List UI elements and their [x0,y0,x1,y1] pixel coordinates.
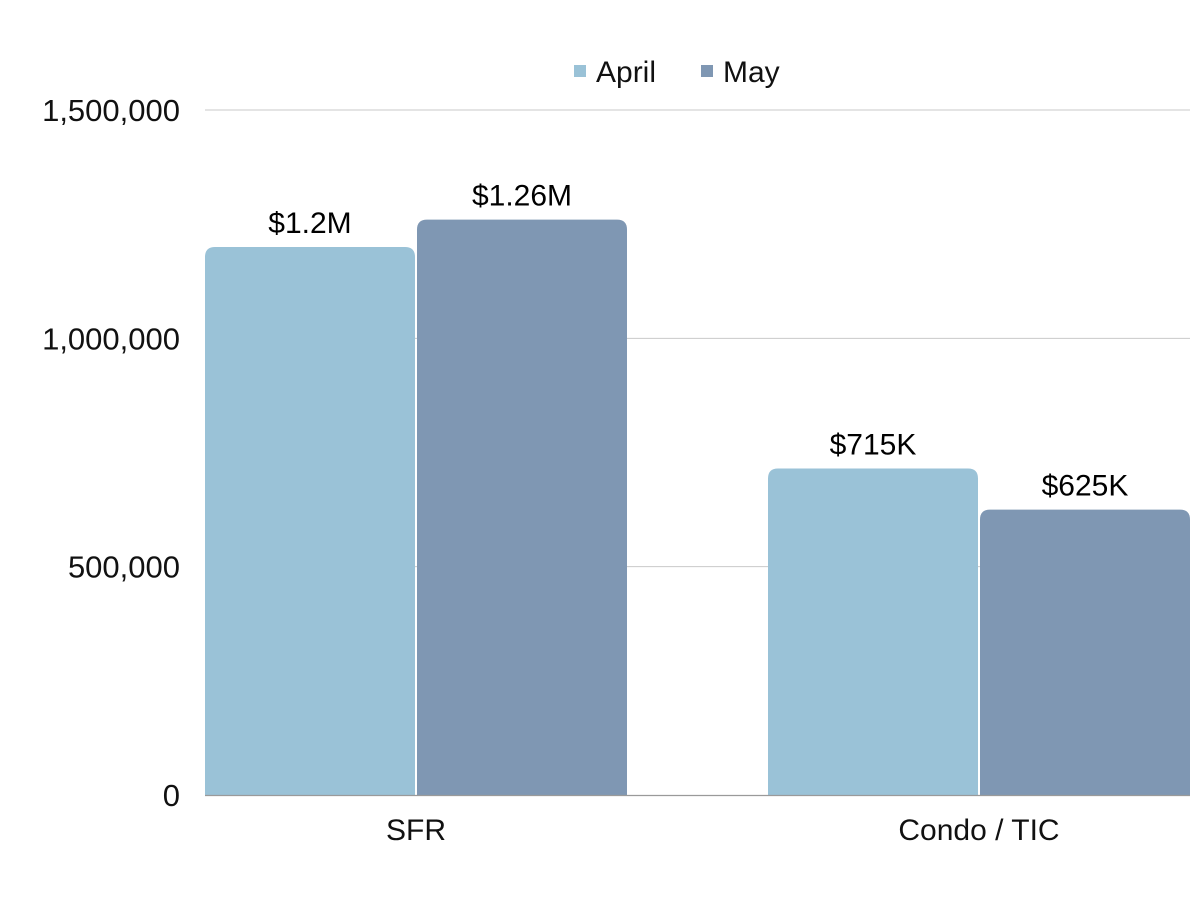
bar-may-0 [417,219,627,796]
bars [205,219,1190,796]
y-tick-label: 500,000 [68,550,180,585]
bar-april-1 [768,468,978,795]
data-label: $1.26M [472,180,572,213]
legend-swatch-april [574,65,586,77]
x-category-label: SFR [386,814,446,847]
bar-may-1 [980,509,1190,795]
x-category-label: Condo / TIC [898,814,1059,847]
legend-swatch-may [701,65,713,77]
y-tick-label: 0 [163,778,180,813]
legend-label-april: April [596,56,656,89]
data-label: $715K [830,428,917,461]
data-label: $1.2M [268,207,351,240]
legend: April May [574,56,780,89]
y-tick-label: 1,000,000 [42,321,180,356]
y-axis-ticks: 0 500,000 1,000,000 1,500,000 [42,93,180,813]
legend-label-may: May [723,56,780,89]
x-axis-categories: SFR Condo / TIC [386,814,1060,847]
bar-april-0 [205,247,415,795]
data-labels: $1.2M $1.26M $715K $625K [268,180,1128,503]
data-label: $625K [1042,470,1129,503]
y-tick-label: 1,500,000 [42,93,180,128]
